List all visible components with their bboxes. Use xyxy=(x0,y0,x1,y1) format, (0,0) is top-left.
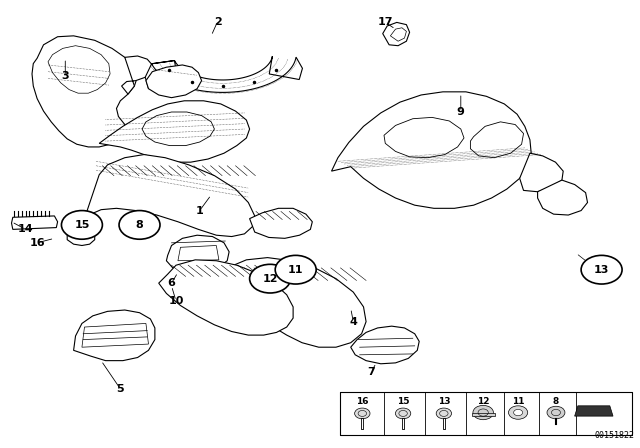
Polygon shape xyxy=(99,101,250,162)
Circle shape xyxy=(547,406,565,419)
Bar xyxy=(340,392,632,435)
Circle shape xyxy=(509,406,528,419)
Circle shape xyxy=(61,211,102,239)
Circle shape xyxy=(581,255,622,284)
Text: 8: 8 xyxy=(553,397,559,406)
Text: 1: 1 xyxy=(196,206,204,215)
Polygon shape xyxy=(145,56,303,92)
Circle shape xyxy=(396,408,411,419)
Polygon shape xyxy=(212,258,366,347)
Text: 12: 12 xyxy=(477,397,490,406)
Polygon shape xyxy=(122,56,152,94)
Text: 10: 10 xyxy=(168,296,184,306)
Text: 13: 13 xyxy=(594,265,609,275)
Circle shape xyxy=(473,405,493,420)
Text: 11: 11 xyxy=(288,265,303,275)
Circle shape xyxy=(250,264,291,293)
Text: 2: 2 xyxy=(214,17,221,26)
Polygon shape xyxy=(178,246,219,261)
Polygon shape xyxy=(520,153,563,192)
Text: 13: 13 xyxy=(438,397,450,406)
Polygon shape xyxy=(575,406,613,416)
Polygon shape xyxy=(332,92,531,208)
Circle shape xyxy=(436,408,452,419)
Text: 4: 4 xyxy=(349,317,357,327)
Text: 12: 12 xyxy=(262,274,278,284)
Text: 00151822: 00151822 xyxy=(595,431,635,440)
Polygon shape xyxy=(538,180,588,215)
Polygon shape xyxy=(142,112,214,146)
Polygon shape xyxy=(384,117,464,158)
Text: 5: 5 xyxy=(116,384,124,394)
Circle shape xyxy=(355,408,370,419)
Polygon shape xyxy=(166,235,229,272)
Polygon shape xyxy=(351,326,419,364)
Polygon shape xyxy=(82,323,148,347)
Polygon shape xyxy=(146,65,202,98)
Polygon shape xyxy=(12,216,58,229)
Text: 8: 8 xyxy=(136,220,143,230)
Polygon shape xyxy=(159,260,293,335)
Text: 16: 16 xyxy=(29,238,45,248)
Polygon shape xyxy=(390,28,406,41)
Text: 15: 15 xyxy=(397,397,410,406)
Polygon shape xyxy=(250,208,312,238)
Text: 7: 7 xyxy=(367,367,375,377)
Text: 6: 6 xyxy=(168,278,175,288)
Text: 11: 11 xyxy=(512,397,524,406)
Text: 16: 16 xyxy=(356,397,369,406)
Polygon shape xyxy=(48,46,110,93)
Polygon shape xyxy=(74,310,155,361)
Text: 14: 14 xyxy=(18,224,33,234)
Text: 3: 3 xyxy=(61,71,69,81)
Polygon shape xyxy=(383,22,410,46)
Polygon shape xyxy=(470,122,524,158)
Circle shape xyxy=(119,211,160,239)
Circle shape xyxy=(514,409,523,416)
Polygon shape xyxy=(32,36,138,147)
Polygon shape xyxy=(67,155,255,246)
Text: 17: 17 xyxy=(378,17,393,27)
Text: 15: 15 xyxy=(74,220,90,230)
Bar xyxy=(472,414,495,416)
Circle shape xyxy=(275,255,316,284)
Text: 9: 9 xyxy=(457,107,465,117)
